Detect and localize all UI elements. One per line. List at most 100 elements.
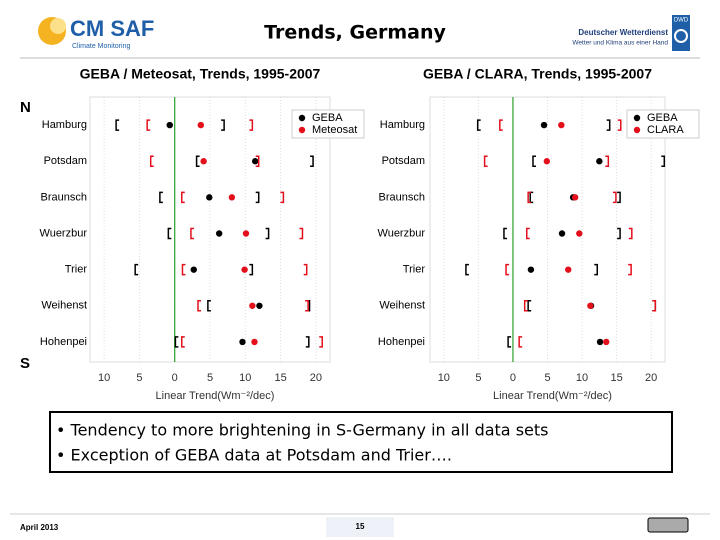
category-label: Hamburg	[380, 119, 425, 131]
interval-lower	[503, 227, 507, 240]
category-label: Weihenst	[41, 300, 87, 312]
interval-lower	[476, 119, 481, 131]
trend-dot	[228, 194, 236, 201]
dwd-badge-box	[672, 15, 690, 51]
interval-upper	[594, 263, 599, 276]
interval-lower	[483, 155, 488, 167]
interval-lower	[181, 263, 186, 276]
interval-upper	[319, 336, 323, 348]
interval-lower	[197, 300, 201, 312]
category-label: Weihenst	[379, 300, 425, 312]
interval-lower	[527, 191, 532, 204]
chart-title: GEBA / CLARA, Trends, 1995-2007	[423, 66, 652, 82]
trend-dot	[190, 266, 197, 273]
interval-lower	[527, 300, 532, 312]
interval-upper	[612, 191, 617, 204]
x-tick-label: 10	[438, 372, 450, 384]
legend-label: GEBA	[312, 112, 343, 124]
x-tick-label: 15	[274, 372, 286, 384]
trend-dot	[543, 158, 551, 165]
trend-dot	[596, 158, 603, 165]
x-tick-label: 15	[610, 372, 622, 384]
interval-lower	[505, 263, 510, 276]
category-label: Wuerzbur	[378, 227, 426, 239]
interval-upper	[255, 191, 260, 204]
interval-lower	[507, 336, 512, 348]
x-tick-label: 5	[475, 372, 481, 384]
x-tick-label: 0	[172, 372, 178, 384]
interval-lower	[195, 155, 200, 167]
trend-dot	[166, 121, 173, 129]
interval-upper	[299, 227, 304, 240]
interval-lower	[181, 336, 185, 348]
interval-upper	[606, 119, 611, 131]
x-tick-label: 10	[239, 372, 251, 384]
interval-lower	[174, 336, 179, 348]
interval-lower	[134, 263, 139, 276]
category-label: Trier	[403, 264, 426, 276]
logo-sun-core	[50, 18, 66, 34]
interval-upper	[605, 155, 610, 167]
interval-lower	[181, 191, 185, 204]
bullet-box	[49, 411, 673, 473]
interval-lower	[149, 155, 154, 167]
interval-upper	[661, 155, 666, 167]
header: CM SAF Climate Monitoring Trends, German…	[20, 15, 700, 59]
charts: GEBA / Meteosat, Trends, 1995-2007 10 5 0 5 1…	[40, 66, 700, 402]
interval-lower	[523, 300, 528, 312]
interval-upper	[249, 263, 254, 276]
interval-upper	[652, 300, 657, 312]
trend-dot	[571, 194, 579, 201]
interval-upper	[617, 191, 621, 204]
footer-date: April 2013	[20, 523, 59, 532]
category-label: Hamburg	[42, 119, 87, 131]
legend-dot	[298, 126, 306, 134]
interval-lower	[529, 191, 534, 204]
x-tick-label: 0	[510, 372, 516, 384]
interval-upper	[628, 263, 632, 276]
bullet-item: • Exception of GEBA data at Potsdam and …	[56, 446, 452, 465]
trend-dot	[558, 121, 565, 129]
page-number: 15	[356, 522, 365, 531]
interval-upper	[628, 227, 633, 240]
interval-lower	[207, 300, 211, 312]
legend-dot	[298, 114, 306, 122]
interval-lower	[167, 227, 172, 240]
trend-dot	[249, 302, 256, 309]
interval-upper	[265, 227, 270, 240]
license-badge	[647, 517, 689, 533]
dwd-badge: DWD	[674, 18, 689, 24]
page-box	[326, 517, 394, 537]
x-tick-label: 10	[576, 372, 588, 384]
x-axis-label: Linear Trend(Wm⁻²/dec)	[156, 390, 275, 402]
trend-dot	[206, 194, 213, 201]
x-tick-label: 5	[207, 372, 213, 384]
dwd-swirl	[674, 29, 688, 43]
trend-dot	[242, 230, 250, 237]
interval-upper	[221, 119, 225, 131]
trend-dot	[241, 266, 248, 273]
logo-subtext: Climate Monitoring	[72, 43, 130, 50]
x-tick-label: 5	[544, 372, 550, 384]
interval-lower	[465, 263, 469, 276]
interval-lower	[190, 227, 194, 240]
category-label: Braunsch	[41, 191, 87, 203]
interval-lower	[526, 227, 530, 240]
category-label: Potsdam	[44, 155, 87, 167]
legend-box	[626, 109, 700, 139]
trend-dot	[200, 158, 207, 165]
category-label: Hohenpei	[40, 336, 87, 348]
logo-text: CM SAF	[70, 16, 154, 41]
bullet-item: • Tendency to more brightening in S-Germ…	[56, 421, 548, 440]
interval-upper	[617, 227, 621, 240]
legend-dot	[633, 114, 641, 122]
trend-dot	[565, 266, 572, 273]
category-label: Hohenpei	[378, 336, 425, 348]
trend-dot	[256, 302, 263, 309]
interval-lower	[159, 191, 163, 204]
legend-label: Meteosat	[312, 124, 357, 136]
trend-dot	[215, 230, 223, 237]
trend-dot	[576, 230, 583, 237]
x-tick-label: 20	[310, 372, 322, 384]
